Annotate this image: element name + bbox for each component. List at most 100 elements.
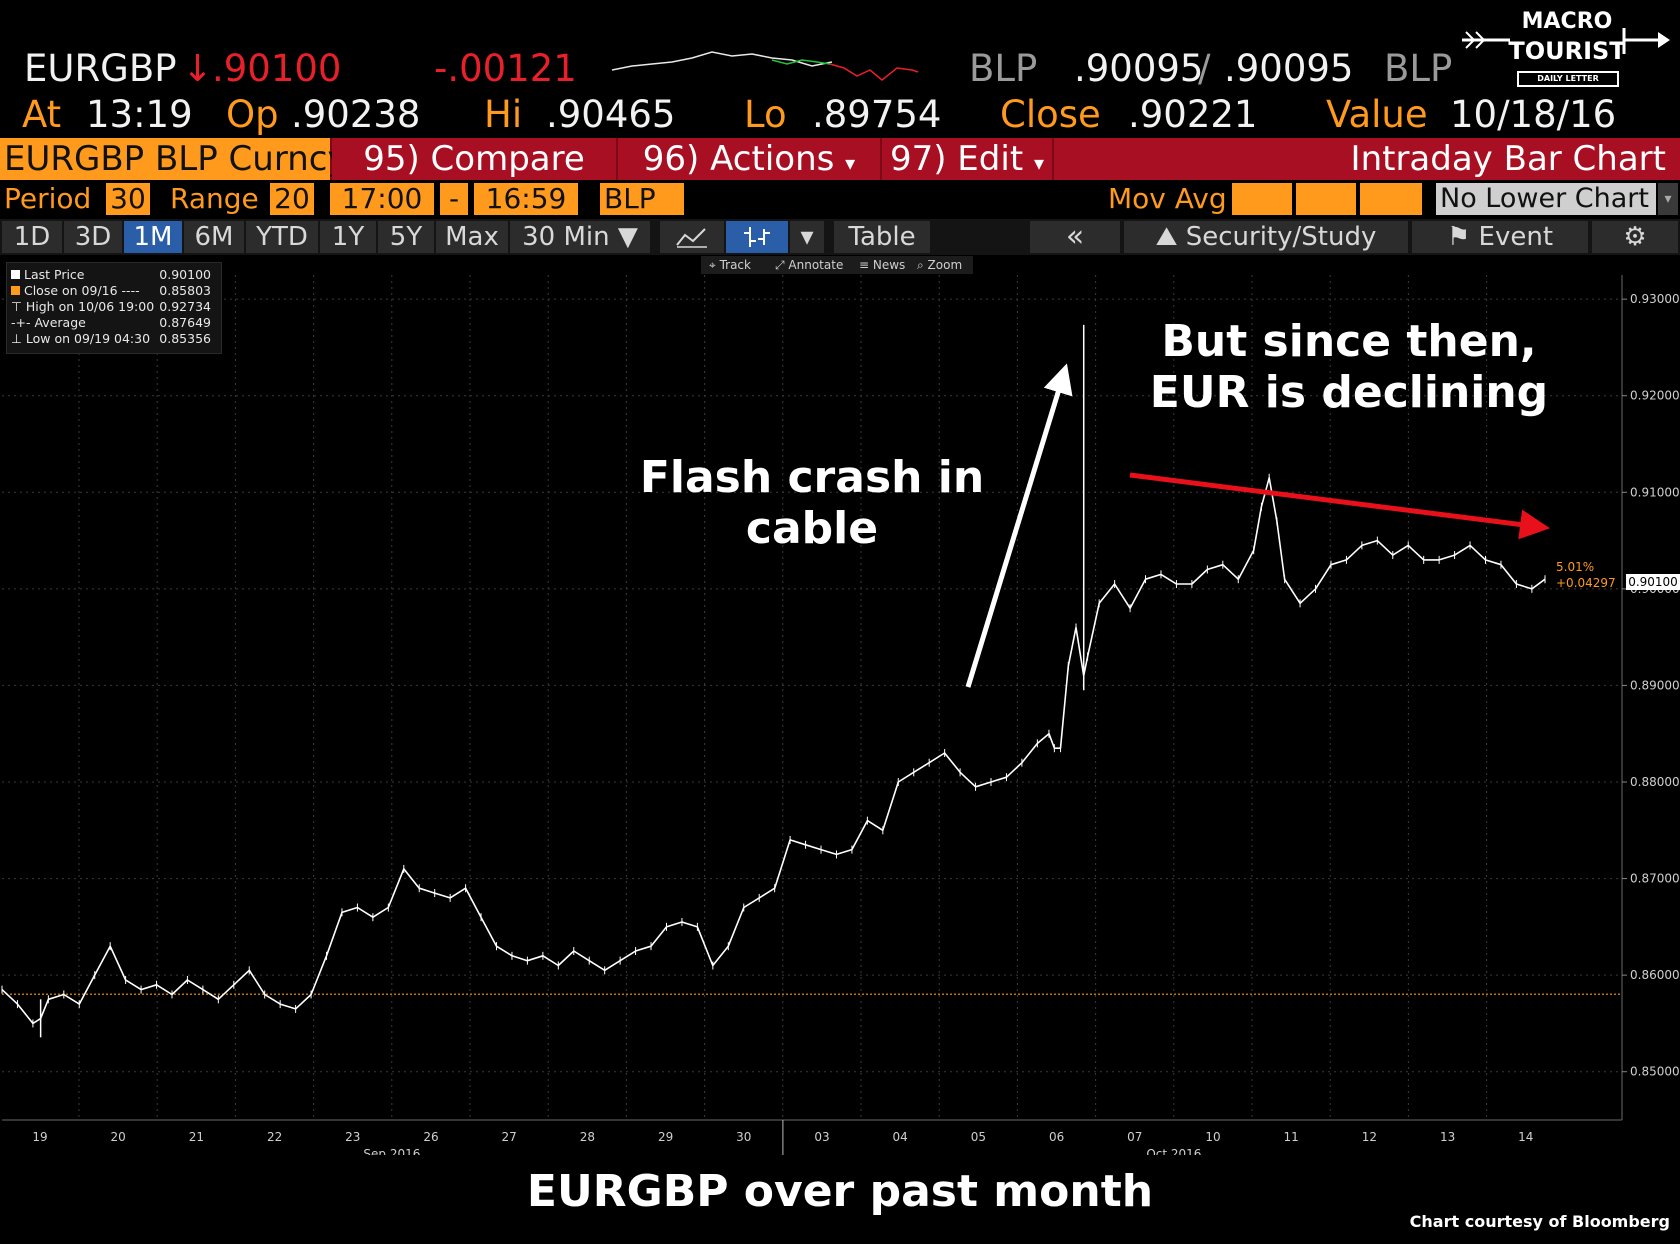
- chevron-down-icon: ▾: [1033, 151, 1045, 175]
- end-time-field[interactable]: 16:59: [474, 183, 578, 215]
- legend-item[interactable]: Last Price 0.90100: [11, 267, 217, 283]
- edit-button[interactable]: 97) Edit ▾: [882, 138, 1052, 180]
- zoom-label: Zoom: [927, 258, 963, 272]
- security-field[interactable]: EURGBP BLP Curncy: [0, 138, 348, 180]
- news-button[interactable]: ≡ News: [859, 258, 906, 272]
- swatch-icon: [11, 286, 20, 295]
- function-bar: EURGBP BLP Curncy 95) Compare 96) Action…: [0, 138, 1680, 180]
- macro-tourist-logo: MACRO TOURIST DAILY LETTER: [1462, 10, 1672, 90]
- legend-value: 0.87649: [159, 315, 211, 330]
- chevron-down-icon[interactable]: ▾: [1658, 183, 1678, 215]
- swatch-icon: [11, 270, 20, 279]
- bid-source: BLP: [969, 47, 1038, 90]
- price-chart: 19 20 21 22 23 26 27 28 29 30 03 04 05 06 07 10 11 12 13 14…: [1, 275, 1680, 1155]
- flash-crash-annotation: Flash crash in cable: [632, 452, 992, 554]
- x-tick-label: 12: [1362, 1130, 1377, 1144]
- period-field[interactable]: 30: [106, 183, 150, 215]
- legend-item[interactable]: Close on 09/16 ---- 0.85803: [11, 283, 217, 299]
- security-study-label: Security/Study: [1185, 222, 1377, 252]
- x-tick-label: 29: [658, 1130, 673, 1144]
- period-bar: Period 30 Range 20 17:00 - 16:59 BLP Mov…: [0, 180, 1680, 218]
- range-tabs: 1D 3D 1M 6M YTD 1Y 5Y Max 30 Min ▼ ▾ Tab…: [0, 219, 1680, 255]
- flag-icon: ⚑: [1446, 222, 1479, 252]
- white-arrow: [965, 363, 1073, 688]
- change-absolute: +0.04297: [1556, 576, 1616, 590]
- start-time-field[interactable]: 17:00: [330, 183, 434, 215]
- declining-line-2: EUR is declining: [1149, 367, 1549, 419]
- sparkline: [612, 51, 919, 81]
- tab-1m[interactable]: 1M: [124, 221, 182, 253]
- low-label: Lo: [744, 93, 787, 136]
- track-button[interactable]: ⌖ Track: [709, 258, 751, 272]
- annotate-button[interactable]: ⤢ Annotate: [775, 258, 844, 272]
- change-percent: 5.01%: [1556, 560, 1595, 574]
- x-tick-label: 06: [1049, 1130, 1064, 1144]
- legend-value: 0.92734: [159, 299, 211, 314]
- legend-item[interactable]: ⊥ Low on 09/19 04:30 0.85356: [11, 331, 217, 347]
- tab-ytd[interactable]: YTD: [246, 221, 318, 253]
- study-icon: ⛰: [1155, 222, 1186, 252]
- interval-dropdown[interactable]: 30 Min ▼: [510, 221, 650, 253]
- bar-chart-button[interactable]: [726, 221, 788, 253]
- legend-item[interactable]: -+- Average 0.87649: [11, 315, 217, 331]
- low-value: .89754: [812, 93, 942, 136]
- tab-1d[interactable]: 1D: [2, 221, 62, 253]
- settings-button[interactable]: ⚙: [1592, 221, 1678, 253]
- chart-style-dropdown[interactable]: ▾: [790, 221, 824, 253]
- x-tick-label: 23: [345, 1130, 360, 1144]
- legend-item[interactable]: ⊤ High on 10/06 19:00 0.92734: [11, 299, 217, 315]
- x-tick-label: 22: [267, 1130, 282, 1144]
- bid-ask-separator: /: [1198, 47, 1211, 90]
- x-tick-label: 13: [1440, 1130, 1455, 1144]
- mov-avg-field-1[interactable]: [1232, 183, 1292, 215]
- x-tick-label: 28: [580, 1130, 595, 1144]
- high-label: Hi: [484, 93, 523, 136]
- close-label: Close: [1000, 93, 1101, 136]
- edit-label: 97) Edit: [889, 139, 1024, 179]
- ticker-header: EURGBP ↓ .90100 -.00121 BLP .90095 / .90…: [0, 0, 1680, 138]
- open-value: .90238: [291, 93, 421, 136]
- declining-line-1: But since then,: [1161, 316, 1537, 367]
- event-label: Event: [1478, 222, 1554, 252]
- month-label: Oct 2016: [1146, 1147, 1201, 1155]
- tab-6m[interactable]: 6M: [184, 221, 244, 253]
- at-label: At: [22, 93, 62, 136]
- value-label: Value: [1326, 93, 1428, 136]
- table-button[interactable]: Table: [834, 221, 930, 253]
- flash-crash-line-1: Flash crash in: [639, 452, 985, 503]
- collapse-panel-button[interactable]: «: [1030, 221, 1120, 253]
- ask-price: .90095: [1224, 47, 1354, 90]
- x-tick-label: 04: [893, 1130, 908, 1144]
- actions-label: 96) Actions: [642, 139, 835, 179]
- compare-button[interactable]: 95) Compare: [332, 138, 616, 180]
- open-label: Op: [226, 93, 279, 136]
- source-field[interactable]: BLP: [600, 183, 684, 215]
- security-study-button[interactable]: ⛰ Security/Study: [1124, 221, 1408, 253]
- value-date: 10/18/16: [1450, 93, 1617, 136]
- actions-button[interactable]: 96) Actions ▾: [618, 138, 880, 180]
- event-button[interactable]: ⚑ Event: [1412, 221, 1588, 253]
- x-tick-label: 21: [189, 1130, 204, 1144]
- legend-value: 0.90100: [159, 267, 211, 282]
- tab-3d[interactable]: 3D: [64, 221, 122, 253]
- legend-label: Average: [34, 315, 86, 330]
- mov-avg-field-2[interactable]: [1296, 183, 1356, 215]
- x-tick-label: 27: [502, 1130, 517, 1144]
- average-marker-icon: -+-: [11, 315, 31, 330]
- chart-credit: Chart courtesy of Bloomberg: [1409, 1212, 1670, 1231]
- zoom-button[interactable]: ⌕ Zoom: [917, 258, 963, 272]
- chevron-down-icon: ▾: [800, 222, 814, 252]
- tab-5y[interactable]: 5Y: [378, 221, 434, 253]
- x-tick-label: 14: [1518, 1130, 1533, 1144]
- mov-avg-field-3[interactable]: [1360, 183, 1422, 215]
- range-field[interactable]: 20: [270, 183, 314, 215]
- tab-max[interactable]: Max: [436, 221, 508, 253]
- quote-time: 13:19: [86, 93, 193, 136]
- line-chart-button[interactable]: [660, 221, 724, 253]
- chart-legend: Last Price 0.90100 Close on 09/16 ---- 0…: [6, 262, 222, 354]
- lower-chart-select[interactable]: No Lower Chart: [1436, 183, 1656, 215]
- annotate-label: Annotate: [788, 258, 844, 272]
- tab-1y[interactable]: 1Y: [320, 221, 376, 253]
- ask-source: BLP: [1384, 47, 1453, 90]
- high-marker-icon: ⊤: [11, 299, 22, 314]
